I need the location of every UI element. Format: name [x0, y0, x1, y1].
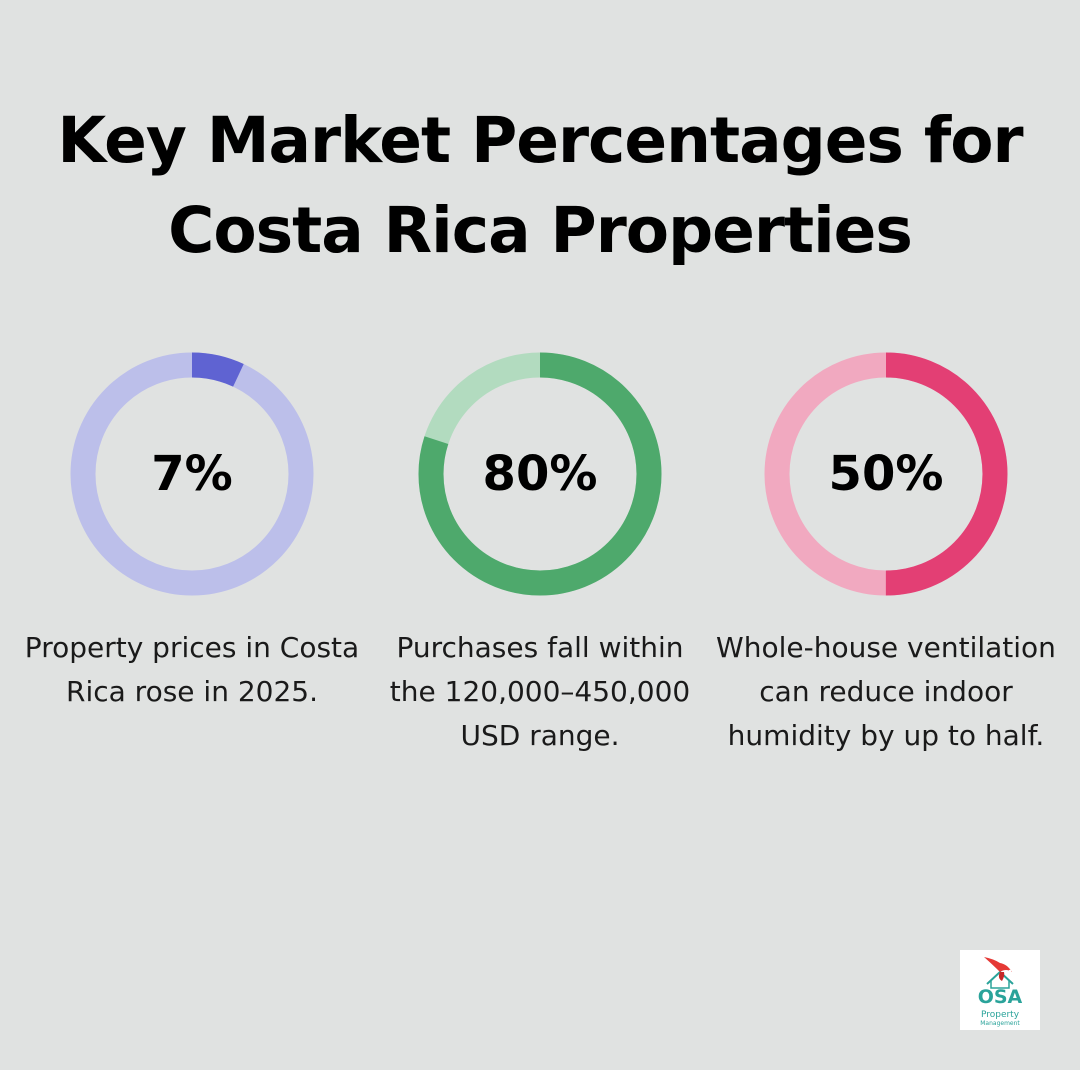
donut-chart-1: [70, 352, 314, 596]
logo-name: OSA: [977, 986, 1023, 1008]
donut-value-arc-2: [418, 352, 662, 596]
stat-description-3: Whole-house ventilation can reduce indoo…: [716, 631, 1056, 752]
logo-subtitle-1: Property: [980, 1010, 1020, 1020]
stat-description-2: Purchases fall within the 120,000–450,00…: [389, 631, 691, 752]
stat-description-1: Property prices in Costa Rica rose in 20…: [24, 631, 360, 708]
percentage-value-2: 80%: [482, 446, 598, 502]
donut-value-arc-3: [764, 352, 1008, 596]
percentage-value-1: 7%: [151, 446, 233, 502]
page-title: Key Market Percentages for Costa Rica Pr…: [0, 96, 1080, 276]
donut-chart-3: [764, 352, 1008, 596]
title-line-2: Costa Rica Properties: [168, 194, 913, 267]
donut-chart-2: [418, 352, 662, 596]
logo-subtitle-2: Management: [980, 1020, 1020, 1027]
parrot-house-icon: [984, 957, 1014, 989]
title-line-1: Key Market Percentages for: [57, 104, 1023, 177]
percentage-value-3: 50%: [828, 446, 944, 502]
company-logo: OSA Property Management: [960, 950, 1040, 1030]
donut-value-arc-1: [70, 352, 314, 596]
